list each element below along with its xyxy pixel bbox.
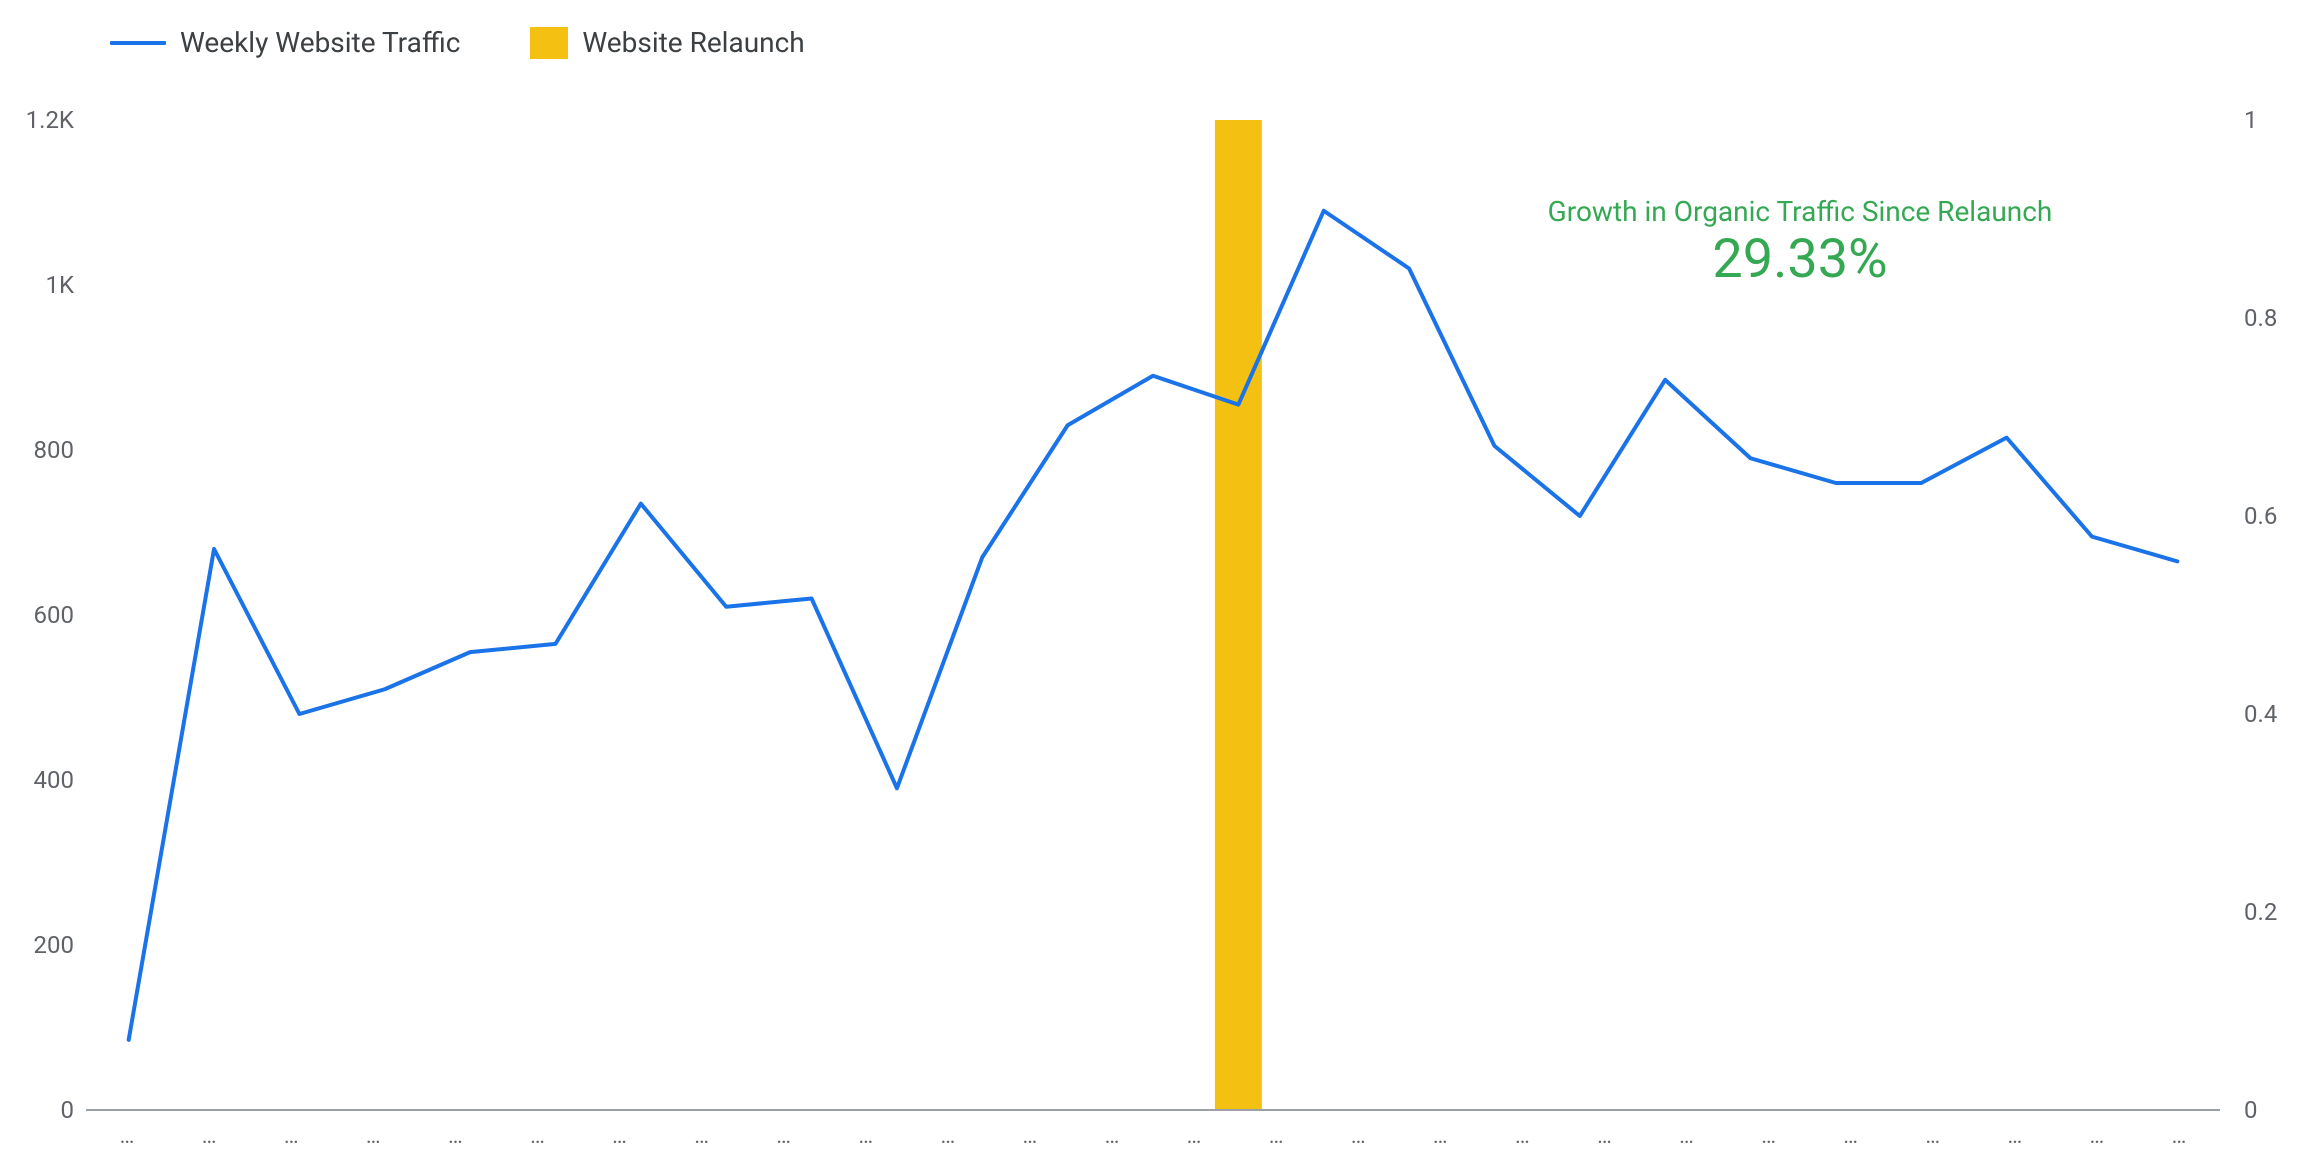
traffic-chart: Weekly Website Traffic Website Relaunch … — [0, 0, 2306, 1168]
annotation-title: Growth in Organic Traffic Since Relaunch — [1450, 195, 2150, 228]
plot-area — [0, 0, 2306, 1168]
annotation-value: 29.33% — [1450, 228, 2150, 291]
growth-annotation: Growth in Organic Traffic Since Relaunch… — [1450, 195, 2150, 291]
traffic-line — [129, 211, 2178, 1040]
relaunch-bar — [1215, 120, 1262, 1110]
